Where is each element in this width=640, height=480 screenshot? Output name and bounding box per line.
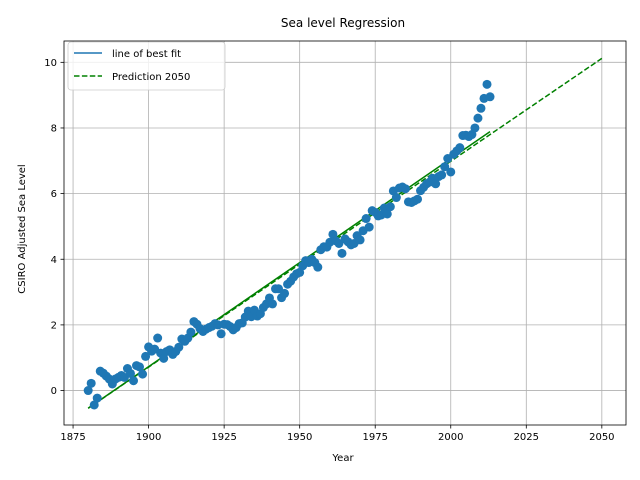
data-point: [382, 209, 392, 219]
data-point: [92, 393, 102, 403]
y-axis-ticks: 0 2 4 6 8 10: [44, 58, 64, 397]
best-fit-line: [87, 130, 491, 409]
data-point: [440, 162, 450, 172]
x-tick-label: 1975: [362, 432, 387, 443]
x-tick-label: 1900: [136, 432, 161, 443]
x-tick-label: 2050: [589, 432, 614, 443]
legend-box: [67, 41, 226, 91]
data-point: [400, 184, 410, 194]
y-tick-label: 0: [51, 386, 57, 397]
data-point: [153, 333, 163, 343]
legend: line of best fit Prediction 2050: [67, 41, 226, 91]
data-point: [159, 353, 169, 363]
data-point: [361, 214, 371, 224]
data-point: [141, 351, 151, 361]
data-point: [391, 193, 401, 203]
data-point: [385, 202, 395, 212]
y-tick-label: 2: [51, 320, 57, 331]
data-point: [337, 248, 347, 258]
data-point: [89, 400, 99, 410]
x-tick-label: 1950: [287, 432, 312, 443]
data-point: [485, 92, 495, 102]
y-tick-label: 6: [51, 189, 57, 200]
scatter-points: [83, 79, 495, 410]
data-point: [267, 299, 277, 309]
legend-label-fit: line of best fit: [112, 49, 181, 60]
data-point: [355, 235, 365, 245]
x-tick-label: 2000: [438, 432, 463, 443]
data-point: [437, 170, 447, 180]
data-point: [482, 79, 492, 89]
data-point: [476, 103, 486, 113]
data-point: [186, 327, 196, 337]
data-point: [125, 368, 135, 378]
x-tick-label: 1875: [60, 432, 85, 443]
data-point: [473, 113, 483, 123]
data-point: [135, 362, 145, 372]
data-point: [470, 123, 480, 133]
data-point: [128, 376, 138, 386]
y-tick-label: 4: [51, 255, 57, 266]
x-tick-label: 1925: [211, 432, 236, 443]
data-point: [83, 386, 93, 396]
y-tick-label: 8: [51, 123, 57, 134]
data-point: [455, 143, 465, 153]
y-axis-label: CSIRO Adjusted Sea Level: [17, 164, 28, 293]
data-point: [313, 262, 323, 272]
data-point: [431, 179, 441, 189]
legend-label-prediction: Prediction 2050: [112, 72, 190, 83]
data-point: [138, 369, 148, 379]
data-point: [86, 378, 96, 388]
data-point: [446, 167, 456, 177]
data-point: [280, 288, 290, 298]
plot-frame: [63, 40, 627, 426]
x-tick-label: 2025: [514, 432, 539, 443]
data-point: [364, 222, 374, 232]
data-point: [216, 329, 226, 339]
data-point: [174, 342, 184, 352]
gridlines: [64, 41, 626, 425]
y-tick-label: 10: [44, 58, 57, 69]
data-point: [413, 194, 423, 204]
chart-title: Sea level Regression: [281, 16, 405, 30]
x-axis-ticks: 1875 1900 1925 1950 1975 2000 2025 2050: [60, 425, 615, 443]
x-axis-label: Year: [331, 453, 354, 464]
